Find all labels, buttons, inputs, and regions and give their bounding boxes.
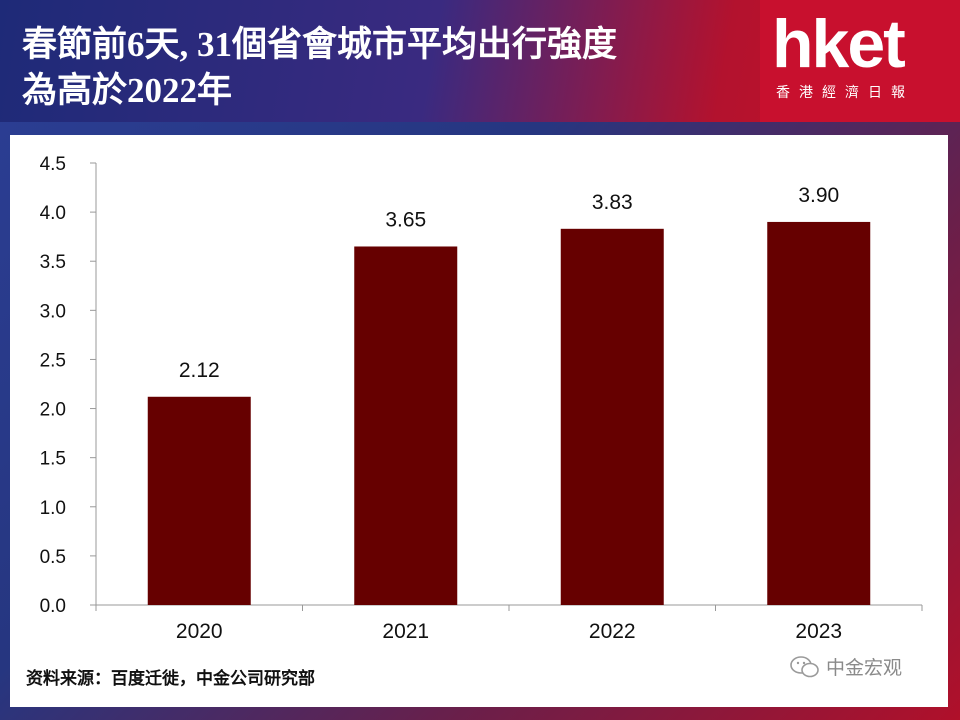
y-tick-label: 3.5 [40,252,66,273]
data-label: 3.83 [592,191,633,214]
hket-logo: hket [772,6,906,82]
y-tick-label: 2.0 [40,400,66,421]
title-line-2: 為高於2022年 [22,71,233,110]
x-tick-label: 2020 [176,620,223,643]
y-tick-label: 2.5 [40,350,66,371]
logo-panel [760,0,960,122]
y-tick-label: 0.0 [40,596,66,617]
bar [560,228,664,605]
y-tick-label: 4.0 [40,203,66,224]
bar [767,221,871,605]
y-tick-label: 0.5 [40,547,66,568]
bar [354,246,458,605]
data-label: 3.90 [798,184,839,207]
data-label: 3.65 [385,208,426,231]
y-tick-label: 1.0 [40,498,66,519]
y-tick-label: 1.5 [40,449,66,470]
data-label: 2.12 [179,359,220,382]
source-note: 资料来源：百度迁徙，中金公司研究部 [26,669,315,689]
wechat-watermark: 中金宏观 [790,653,902,680]
page-title: 春節前6天, 31個省會城市平均出行強度 為高於2022年 [22,22,742,114]
x-tick-label: 2022 [589,620,636,643]
y-tick-label: 3.0 [40,301,66,322]
watermark-text: 中金宏观 [826,657,903,679]
x-tick-label: 2021 [382,620,429,643]
x-tick-label: 2023 [795,620,842,643]
bar [147,396,251,605]
wechat-icon [790,655,819,677]
y-tick-label: 4.5 [40,154,66,175]
title-line-1: 春節前6天, 31個省會城市平均出行強度 [22,25,618,64]
logo-subtitle: 香港經濟日報 [776,85,914,101]
